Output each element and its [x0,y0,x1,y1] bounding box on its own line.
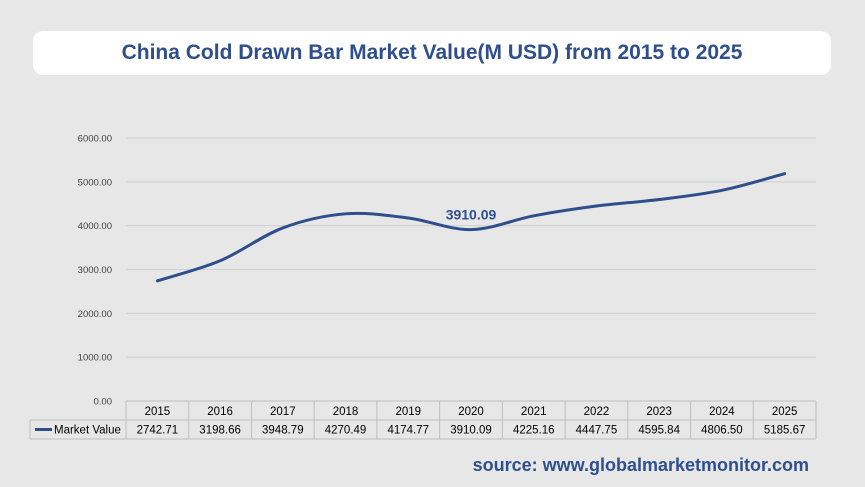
table-value-cell: 4174.77 [387,425,429,437]
chart-title-box: China Cold Drawn Bar Market Value(M USD)… [33,31,831,75]
table-value-cell: 5185.67 [764,425,806,437]
x-tick-label: 2018 [333,406,359,418]
source-credit: source: www.globalmarketmonitor.com [472,455,809,475]
y-tick-label: 6000.00 [78,134,112,145]
x-tick-label: 2025 [772,406,798,418]
y-tick-label: 2000.00 [78,309,112,320]
y-tick-label: 5000.00 [78,177,112,188]
table-value-cell: 3910.09 [450,425,492,437]
x-tick-label: 2020 [458,406,484,418]
x-tick-label: 2015 [145,406,171,418]
table-value-cell: 4806.50 [701,425,743,437]
table-value-cell: 3198.66 [199,425,241,437]
x-tick-label: 2019 [395,406,421,418]
table-value-cell: 2742.71 [137,425,179,437]
table-value-cell: 4595.84 [638,425,680,437]
x-tick-label: 2022 [584,406,610,418]
y-tick-label: 0.00 [94,397,113,408]
y-tick-label: 1000.00 [78,353,112,364]
x-tick-label: 2016 [207,406,233,418]
x-tick-label: 2024 [709,406,735,418]
table-value-cell: 3948.79 [262,425,304,437]
x-tick-label: 2023 [646,406,672,418]
legend-series-name: Market Value [54,425,121,437]
x-tick-label: 2021 [521,406,547,418]
table-value-cell: 4225.16 [513,425,555,437]
x-tick-label: 2017 [270,406,296,418]
chart-title: China Cold Drawn Bar Market Value(M USD)… [121,41,743,64]
series-line-market-value [155,172,787,283]
annotation-label: 3910.09 [446,207,497,223]
table-value-cell: 4270.49 [325,425,367,437]
table-value-cell: 4447.75 [576,425,618,437]
y-tick-label: 4000.00 [78,221,112,232]
y-tick-label: 3000.00 [78,265,112,276]
